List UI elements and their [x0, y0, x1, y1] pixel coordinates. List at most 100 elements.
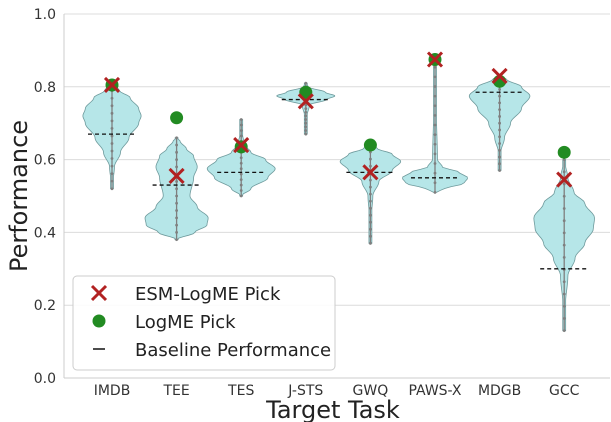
violin-point-tes: [239, 178, 243, 182]
violin-point-gwq: [369, 164, 372, 168]
logme-pick-tee: [170, 111, 184, 125]
violin-point-gwq: [369, 206, 372, 210]
y-tick-label-5: 1.0: [34, 7, 56, 23]
violin-point-tee: [175, 223, 179, 227]
violin-point-tes: [239, 167, 243, 171]
violin-point-j-sts: [304, 114, 308, 118]
violin-point-tes: [239, 123, 243, 127]
violin-point-mdgb: [498, 121, 501, 125]
violin-point-gwq: [369, 199, 372, 203]
violin-point-tee: [175, 201, 179, 205]
x-tick-label-j-sts: J-STS: [287, 383, 323, 399]
violin-point-j-sts: [304, 81, 308, 85]
violin-point-paws-x: [433, 85, 437, 88]
legend-label-esm: ESM-LogME Pick: [135, 284, 281, 305]
violin-point-tee: [175, 238, 179, 242]
y-tick-label-1: 0.2: [34, 298, 56, 314]
violin-point-paws-x: [433, 104, 437, 108]
esm-pick-tes: [233, 136, 250, 154]
violin-point-tee: [175, 143, 179, 147]
violin-point-gcc: [562, 182, 566, 186]
violin-point-j-sts: [304, 129, 308, 132]
violin-point-paws-x: [433, 142, 437, 146]
violin-point-gcc: [562, 317, 566, 320]
violin-point-gcc: [562, 255, 566, 259]
y-tick-label-3: 0.6: [34, 153, 56, 169]
violin-point-gwq: [369, 178, 372, 182]
violin-tes: [206, 118, 276, 198]
violin-point-tee: [175, 165, 179, 169]
violin-point-tes: [239, 189, 243, 192]
violin-point-mdgb: [498, 94, 501, 98]
violin-point-j-sts: [304, 110, 308, 114]
violin-point-imdb: [110, 187, 114, 191]
legend-item-esm: ESM-LogME Pick: [90, 284, 281, 305]
violin-point-imdb: [110, 157, 114, 160]
x-tick-label-gcc: GCC: [549, 383, 580, 399]
violin-point-tee: [175, 216, 179, 220]
legend-box: [72, 275, 336, 371]
x-tick-label-paws-x: PAWS-X: [408, 383, 461, 399]
violin-point-gwq: [369, 227, 372, 231]
violin-point-imdb: [110, 164, 114, 168]
violin-point-j-sts: [304, 121, 308, 125]
violin-point-paws-x: [433, 94, 437, 98]
violin-point-tee: [175, 136, 179, 140]
violin-point-tee: [175, 150, 179, 154]
violin-point-gwq: [369, 213, 372, 217]
violin-point-mdgb: [498, 142, 501, 145]
violin-point-paws-x: [433, 65, 437, 69]
violins: [82, 56, 595, 333]
violin-point-imdb: [110, 172, 114, 176]
violin-point-mdgb: [498, 128, 501, 132]
legend-item-logme: LogME Pick: [92, 312, 236, 333]
violin-point-gwq: [369, 185, 372, 189]
logme-pick-gcc: [557, 145, 571, 159]
logme-pick-j-sts: [299, 85, 313, 99]
violin-point-gcc: [562, 304, 566, 308]
violin-point-mdgb: [498, 115, 501, 118]
y-tick-labels: 0.0 0.2 0.4 0.6 0.8 1.0: [34, 7, 56, 387]
legend-x-marker-icon: [90, 284, 108, 302]
legend-dot-marker-icon: [92, 314, 106, 328]
violin-point-tes: [239, 194, 243, 198]
logme-pick-gwq: [363, 138, 377, 152]
x-axis-title: Target Task: [265, 396, 400, 422]
violin-point-paws-x: [433, 133, 437, 137]
x-tick-label-tes: TES: [227, 383, 254, 399]
violin-point-paws-x: [433, 181, 437, 185]
violin-point-gcc: [562, 292, 566, 296]
violin-point-paws-x: [433, 114, 437, 117]
x-tick-label-imdb: IMDB: [94, 383, 131, 399]
x-tick-label-gwq: GWQ: [353, 383, 389, 399]
violin-point-mdgb: [498, 155, 501, 159]
violin-point-mdgb: [498, 135, 501, 139]
violin-point-gcc: [562, 219, 566, 223]
violin-point-gwq: [369, 192, 372, 196]
violin-point-mdgb: [498, 88, 501, 91]
violin-point-tes: [239, 129, 243, 132]
violin-point-mdgb: [498, 162, 501, 166]
legend-label-baseline: Baseline Performance: [135, 340, 331, 361]
violin-point-gwq: [369, 241, 372, 245]
esm-pick-gwq: [362, 164, 379, 181]
violin-point-gcc: [562, 158, 566, 162]
legend-label-logme: LogME Pick: [135, 312, 236, 333]
violin-point-imdb: [110, 104, 114, 108]
legend: ESM-LogME Pick LogME Pick Baseline Perfo…: [72, 275, 336, 371]
y-axis-title: Performance: [5, 120, 33, 272]
violin-gwq: [339, 143, 402, 245]
violin-point-j-sts: [304, 118, 308, 121]
axes: [63, 14, 610, 379]
violin-point-gcc: [562, 280, 566, 284]
violin-point-mdgb: [498, 101, 501, 105]
violin-point-tee: [175, 158, 179, 162]
violin-point-j-sts: [304, 125, 308, 129]
violin-point-imdb: [110, 126, 114, 130]
violin-point-paws-x: [433, 171, 437, 175]
violin-point-tee: [175, 180, 179, 183]
violin-point-gcc: [562, 194, 566, 198]
violin-point-tee: [175, 231, 179, 234]
violin-point-imdb: [110, 179, 114, 183]
